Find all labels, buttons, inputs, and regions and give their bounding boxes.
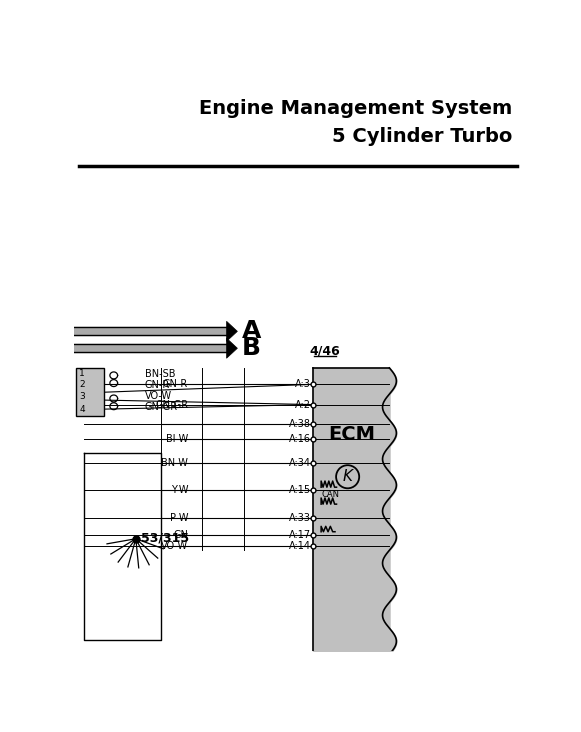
Text: K: K bbox=[343, 469, 353, 485]
Text: B: B bbox=[242, 336, 261, 360]
Text: 5 Cylinder Turbo: 5 Cylinder Turbo bbox=[332, 127, 512, 146]
Text: VO-W: VO-W bbox=[145, 391, 172, 400]
Text: Bl-W: Bl-W bbox=[166, 434, 188, 444]
Text: 53/315: 53/315 bbox=[141, 531, 189, 545]
Text: BN-W: BN-W bbox=[162, 458, 188, 468]
Text: GN-R: GN-R bbox=[145, 380, 170, 390]
Text: A:3: A:3 bbox=[295, 379, 311, 389]
Text: A:17: A:17 bbox=[289, 530, 311, 539]
Bar bbox=[76, 368, 105, 417]
Text: 4: 4 bbox=[80, 405, 85, 414]
Text: 2: 2 bbox=[80, 381, 85, 389]
Text: A:2: A:2 bbox=[295, 400, 311, 410]
Text: VO-W: VO-W bbox=[161, 540, 188, 550]
Text: A:14: A:14 bbox=[289, 540, 311, 550]
Text: A: A bbox=[242, 319, 261, 343]
Text: 1: 1 bbox=[80, 369, 85, 378]
Text: GN-GR: GN-GR bbox=[155, 400, 188, 410]
Text: Y-W: Y-W bbox=[171, 485, 188, 496]
Text: P-W: P-W bbox=[170, 513, 188, 523]
Text: GN: GN bbox=[173, 530, 188, 539]
Polygon shape bbox=[227, 338, 238, 358]
Text: BN-SB: BN-SB bbox=[145, 369, 175, 379]
Text: ECM: ECM bbox=[328, 425, 375, 444]
Text: Engine Management System: Engine Management System bbox=[199, 99, 512, 118]
Text: A:15: A:15 bbox=[289, 485, 311, 496]
Text: CAN: CAN bbox=[321, 490, 339, 498]
Text: A:16: A:16 bbox=[289, 434, 311, 444]
Text: A:34: A:34 bbox=[289, 458, 311, 468]
Polygon shape bbox=[227, 321, 238, 341]
Text: GN-GR: GN-GR bbox=[145, 403, 178, 412]
Text: GN-R: GN-R bbox=[163, 379, 188, 389]
Text: A:33: A:33 bbox=[289, 513, 311, 523]
Text: 3: 3 bbox=[80, 392, 85, 400]
Text: A:38: A:38 bbox=[289, 419, 311, 430]
Text: 4/46: 4/46 bbox=[310, 344, 340, 357]
